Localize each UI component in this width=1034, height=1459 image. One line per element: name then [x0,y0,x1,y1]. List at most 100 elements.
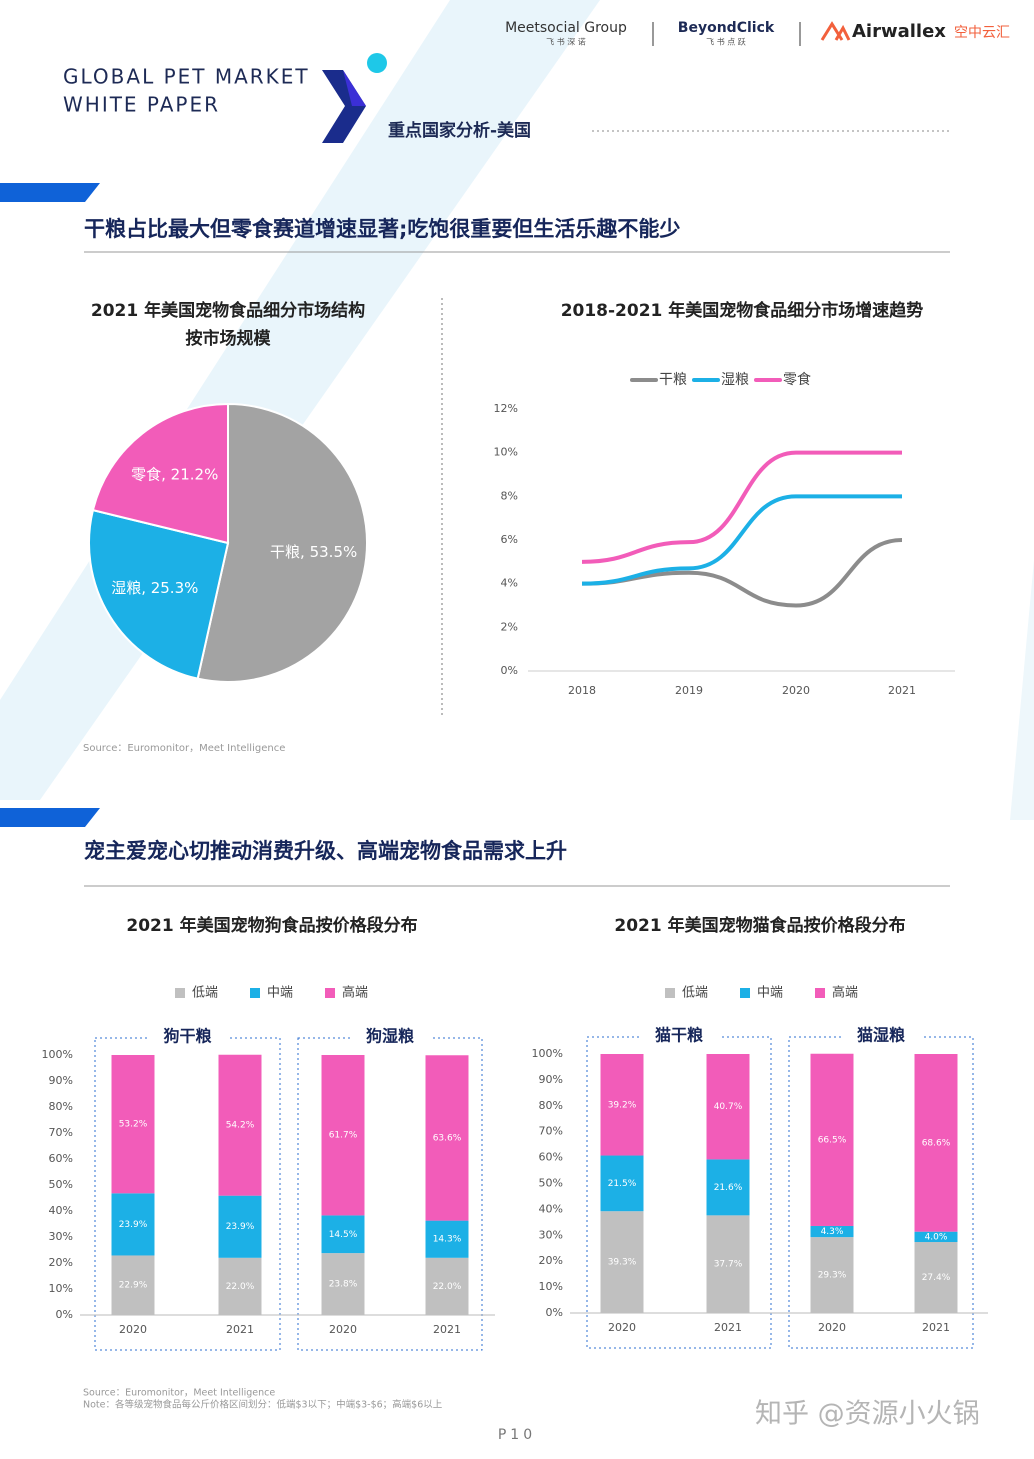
y-tick-label: 30% [539,1228,563,1241]
x-tick-label: 2021 [888,684,916,697]
legend-label: 高端 [832,985,858,1001]
bar-segment [218,1054,262,1196]
legend-label: 中端 [267,986,293,1001]
legend-swatch [175,988,185,998]
bar-label: 27.4% [922,1273,951,1283]
x-tick-label: 2020 [329,1323,357,1336]
bar-segment [600,1155,644,1212]
group-label-bg [639,1025,719,1047]
y-tick-label: 0% [56,1308,73,1321]
pie-slice [88,508,230,680]
x-tick-label: 2021 [226,1323,254,1336]
x-tick-label: 2020 [119,1323,147,1336]
bar-segment [914,1242,958,1313]
bar-label: 37.7% [714,1260,743,1270]
group-label: 狗干粮 [163,1027,211,1046]
y-tick-label: 10% [49,1282,73,1295]
y-tick-label: 10% [494,446,518,459]
legend-label: 中端 [757,986,783,1001]
logo-text: BeyondClick [678,20,775,36]
x-tick-label: 2021 [922,1321,950,1334]
slice-label: 零食, 21.2% [131,466,218,484]
y-tick-label: 30% [49,1230,73,1243]
bar-segment [321,1055,365,1216]
y-tick-label: 80% [539,1099,563,1112]
x-tick-label: 2020 [782,684,810,697]
bar-segment [600,1211,644,1313]
chart-title: 2021 年美国宠物猫食品按价格段分布 [614,915,905,936]
y-tick-label: 10% [539,1280,563,1293]
page-number: P10 [498,1427,536,1443]
doc-title: WHITE PAPER [63,93,220,117]
chart-title: 2021 年美国宠物食品细分市场结构 [91,300,365,321]
group-box [94,1037,281,1351]
source: Source：Euromonitor，Meet Intelligence [83,743,285,754]
chevron [343,70,366,106]
section-label: 重点国家分析-美国 [388,120,531,141]
y-tick-label: 6% [501,533,518,546]
bar-label: 29.3% [818,1271,847,1281]
bar-segment [218,1257,262,1315]
bar-segment [111,1255,155,1315]
x-tick-label: 2019 [675,684,703,697]
accent-bar [0,183,100,202]
bar-segment [321,1215,365,1254]
group-label-bg [841,1025,921,1047]
y-tick-label: 70% [49,1126,73,1139]
bar-label: 39.3% [608,1258,637,1268]
x-tick-label: 2021 [433,1323,461,1336]
logo-text: 空中云汇 [954,25,1010,41]
chart-title: 2018-2021 年美国宠物食品细分市场增速趋势 [561,300,924,321]
bar-label: 4.0% [925,1232,948,1242]
bar-segment [914,1054,958,1232]
section-heading: 干粮占比最大但零食赛道增速显著;吃饱很重要但生活乐趣不能少 [84,217,680,241]
bar-label: 53.2% [119,1120,148,1130]
line-series [581,450,902,564]
bar-segment [425,1257,469,1315]
y-tick-label: 80% [49,1100,73,1113]
y-tick-label: 8% [501,489,518,502]
bar-segment [425,1055,469,1221]
y-tick-label: 20% [49,1256,73,1269]
bar-segment [425,1220,469,1258]
chevron [322,70,366,143]
bar-segment [218,1195,262,1258]
section-heading: 宠主爱宠心切推动消费升级、高端宠物食品需求上升 [84,839,567,863]
x-tick-label: 2020 [818,1321,846,1334]
dot [367,53,387,73]
slice-label: 干粮, 53.5% [270,543,357,561]
y-tick-label: 2% [501,620,518,633]
bar-label: 68.6% [922,1138,951,1148]
chart-subtitle: 按市场规模 [186,328,272,349]
bar-segment [111,1193,155,1256]
y-tick-label: 50% [539,1177,563,1190]
bar-label: 61.7% [329,1131,358,1141]
bar-segment [810,1225,854,1238]
y-tick-label: 70% [539,1125,563,1138]
bar-segment [706,1215,750,1313]
bar-label: 21.5% [608,1179,637,1189]
note: Note：各等级宠物食品每公斤价格区间划分：低端$3以下；中端$3-$6；高端$… [83,1399,443,1411]
background-band [1010,560,1034,820]
bar-label: 39.2% [608,1100,637,1110]
y-tick-label: 12% [494,402,518,415]
legend-swatch [665,988,675,998]
watermark: 知乎 @资源小火锅 [755,1399,980,1430]
legend-swatch [325,988,335,998]
bar-label: 22.0% [433,1282,462,1292]
y-tick-label: 60% [49,1152,73,1165]
bar-segment [706,1054,750,1160]
group-label-bg [350,1026,430,1048]
legend-swatch [740,988,750,998]
bar-segment [810,1237,854,1313]
logo-text: Meetsocial Group [505,20,627,36]
bar-label: 21.6% [714,1183,743,1193]
bar-segment [111,1055,155,1194]
y-tick-label: 20% [539,1254,563,1267]
bar-label: 40.7% [714,1102,743,1112]
pie-slice [196,402,368,683]
group-label: 狗湿粮 [366,1027,414,1046]
x-tick-label: 2021 [714,1321,742,1334]
bar-label: 22.0% [226,1282,255,1292]
